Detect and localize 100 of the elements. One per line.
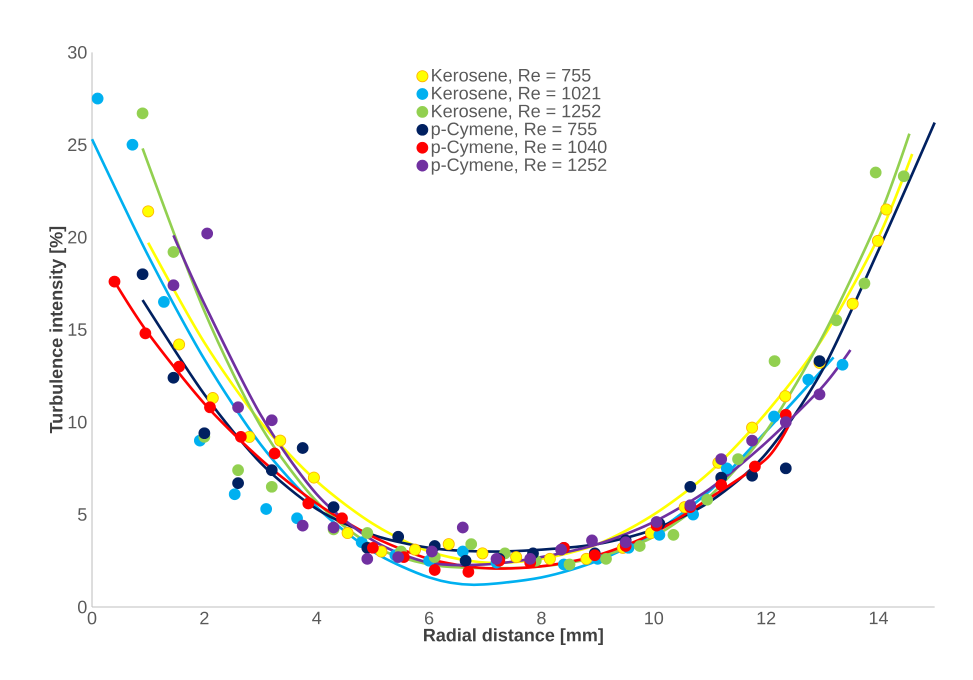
point: [476, 547, 488, 560]
point: [524, 553, 536, 565]
point: [555, 544, 567, 556]
y-axis-title: Turbulence intensity [%]: [49, 226, 66, 434]
point: [779, 390, 792, 402]
point: [168, 246, 180, 258]
point: [462, 566, 474, 578]
point: [342, 527, 354, 540]
legend-label: Kerosene, Re = 1252: [432, 104, 600, 120]
point: [814, 388, 826, 400]
point: [302, 498, 314, 510]
point: [268, 448, 280, 460]
y-tick-label: 30: [68, 46, 87, 59]
legend-label: Kerosene, Re = 1021: [432, 86, 600, 102]
point: [715, 479, 728, 491]
y-tick-label: 5: [78, 508, 87, 521]
point: [880, 203, 892, 216]
point: [634, 540, 646, 552]
y-tick-label: 10: [68, 416, 87, 428]
point: [336, 512, 348, 524]
point: [392, 551, 404, 563]
point: [367, 542, 379, 554]
point: [802, 374, 814, 386]
point: [456, 546, 469, 558]
point: [442, 538, 455, 550]
point: [108, 276, 120, 288]
point: [872, 234, 884, 247]
point: [232, 477, 244, 489]
point: [830, 314, 842, 326]
point: [768, 410, 780, 422]
line-series: [90, 138, 835, 586]
point: [720, 462, 733, 474]
point: [456, 522, 469, 534]
point: [392, 530, 404, 543]
point: [235, 431, 247, 443]
x-tick-label: 10: [645, 612, 664, 624]
point: [668, 529, 680, 541]
point: [198, 427, 210, 440]
point: [460, 554, 472, 567]
point: [232, 401, 244, 414]
point: [296, 520, 309, 532]
point: [510, 551, 522, 564]
point: [361, 527, 374, 539]
x-tick-label: 14: [870, 612, 888, 624]
point: [701, 494, 714, 506]
point: [296, 442, 309, 454]
point: [168, 279, 180, 292]
point: [142, 205, 154, 218]
point: [201, 228, 214, 240]
point: [600, 553, 612, 565]
point: [715, 453, 728, 465]
point: [232, 464, 244, 476]
x-tick-label: 8: [537, 612, 546, 624]
point: [858, 278, 870, 290]
point: [266, 464, 278, 476]
point: [136, 268, 148, 280]
y-tick-label: 20: [68, 230, 87, 244]
y-tick-label: 0: [78, 600, 87, 614]
point: [266, 480, 278, 493]
point: [426, 546, 438, 558]
point: [140, 327, 152, 340]
point: [173, 360, 185, 372]
point: [768, 355, 780, 367]
point: [684, 480, 696, 493]
point: [564, 558, 576, 570]
point: [206, 392, 219, 404]
point: [260, 503, 272, 515]
x-tick-label: 0: [88, 612, 96, 624]
line-series: [172, 234, 852, 566]
point: [465, 538, 478, 550]
point: [266, 414, 278, 426]
point: [898, 170, 910, 182]
point: [749, 460, 761, 472]
y-tick-label: 15: [68, 323, 87, 336]
point: [746, 422, 758, 434]
x-tick-label: 2: [200, 612, 208, 624]
point: [780, 416, 792, 428]
point: [274, 434, 286, 447]
point: [204, 401, 216, 414]
point: [158, 296, 170, 308]
legend-label: p-Cymene, Re = 1252: [432, 158, 606, 175]
point: [870, 166, 882, 178]
point: [780, 462, 792, 474]
point: [409, 544, 422, 556]
x-tick-label: 4: [312, 612, 322, 624]
point: [136, 107, 148, 120]
legend-label: Kerosene, Re = 755: [432, 69, 590, 84]
point: [308, 472, 320, 484]
legend-label: p-Cymene, Re = 1040: [432, 140, 606, 157]
legend-label: p-Cymene, Re = 755: [432, 122, 596, 139]
point: [586, 534, 598, 546]
y-tick-label: 25: [68, 138, 87, 152]
point: [836, 358, 848, 371]
x-tick-label: 6: [424, 612, 434, 624]
point: [746, 434, 758, 446]
point: [650, 516, 662, 528]
x-tick-label: 12: [758, 612, 776, 624]
point: [490, 553, 502, 565]
point: [361, 553, 374, 565]
point: [846, 298, 859, 310]
